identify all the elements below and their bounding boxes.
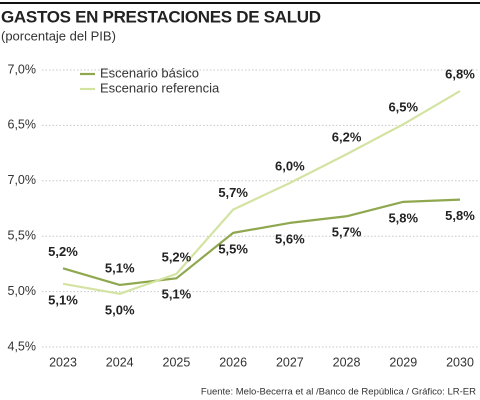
legend-label: Escenario básico (100, 65, 199, 80)
data-label: 6,5% (388, 100, 418, 115)
x-tick-label: 2026 (219, 355, 247, 369)
x-tick-label: 2023 (49, 355, 77, 369)
data-label: 5,2% (48, 244, 78, 259)
chart-title: GASTOS EN PRESTACIONES DE SALUD (1, 7, 321, 26)
x-tick-label: 2027 (276, 355, 304, 369)
data-label: 6,8% (445, 66, 475, 81)
data-label: 5,1% (162, 287, 192, 302)
data-label: 6,0% (275, 158, 305, 173)
source: Fuente: Melo-Becerra et al /Banco de Rep… (201, 387, 476, 398)
data-label: 5,8% (445, 208, 475, 223)
x-tick-label: 2024 (106, 355, 134, 369)
y-tick-label: 6,5% (8, 118, 37, 132)
y-tick-label: 7,0% (8, 173, 37, 187)
series-line (62, 90, 461, 295)
y-tick-label: 4,5% (8, 339, 37, 353)
x-tick-label: 2030 (446, 355, 474, 369)
data-label: 5,2% (162, 249, 192, 264)
x-tick-label: 2028 (333, 355, 361, 369)
data-label: 5,6% (275, 231, 305, 246)
data-label: 5,8% (388, 210, 418, 225)
data-label: 5,1% (105, 260, 135, 275)
data-label: 5,7% (332, 225, 362, 240)
y-tick-label: 5,0% (8, 284, 37, 298)
y-tick-label: 5,5% (8, 228, 37, 242)
data-label: 5,7% (218, 185, 248, 200)
legend-label: Escenario referencia (100, 80, 220, 95)
series-line (62, 198, 461, 287)
data-label: 5,5% (218, 241, 248, 256)
data-label: 6,2% (332, 130, 362, 145)
y-tick-label: 7,0% (8, 62, 37, 76)
chart-subtitle: (porcentaje del PIB) (1, 28, 116, 43)
data-label: 5,0% (105, 302, 135, 317)
x-tick-label: 2025 (163, 355, 191, 369)
x-tick-label: 2029 (389, 355, 417, 369)
data-label: 5,1% (48, 292, 78, 307)
